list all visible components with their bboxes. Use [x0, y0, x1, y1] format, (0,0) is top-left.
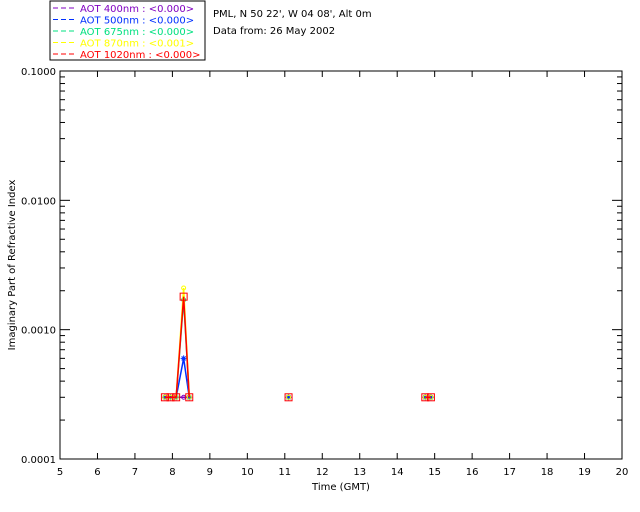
legend-label: AOT 1020nm : <0.000>: [80, 50, 200, 61]
series-3: [162, 285, 434, 400]
x-tick-label: 6: [94, 467, 100, 478]
data-point: [160, 393, 169, 402]
data-point: [181, 285, 187, 291]
x-tick-label: 9: [207, 467, 213, 478]
x-tick-label: 14: [391, 467, 404, 478]
data-point: [172, 393, 181, 402]
y-tick-label: 0.1000: [21, 67, 56, 78]
x-tick-label: 17: [503, 467, 516, 478]
data-point: [285, 394, 292, 401]
x-tick-label: 7: [132, 467, 138, 478]
x-axis-label: Time (GMT): [311, 482, 370, 493]
header-location: PML, N 50 22', W 04 08', Alt 0m: [213, 9, 372, 20]
data-point: [185, 393, 194, 402]
series-0: [162, 394, 434, 400]
x-tick-label: 18: [541, 467, 554, 478]
legend-label: AOT 400nm : <0.000>: [80, 4, 194, 15]
data-point: [180, 355, 187, 362]
x-tick-label: 12: [316, 467, 329, 478]
x-tick-label: 13: [353, 467, 366, 478]
y-tick-label: 0.0001: [21, 455, 56, 466]
x-tick-label: 8: [169, 467, 175, 478]
data-point: [426, 393, 435, 402]
series-2: [162, 297, 434, 400]
data-point: [421, 393, 430, 402]
x-tick-label: 15: [428, 467, 441, 478]
y-tick-label: 0.0100: [21, 196, 56, 207]
series-4: [160, 292, 435, 402]
x-tick-label: 5: [57, 467, 63, 478]
data-point: [284, 393, 293, 402]
legend-label: AOT 500nm : <0.000>: [80, 16, 194, 27]
data-point: [286, 394, 292, 400]
x-tick-label: 10: [241, 467, 254, 478]
y-tick-label: 0.0010: [21, 326, 56, 337]
y-axis-label: Imaginary Part of Refractive Index: [7, 180, 18, 351]
plot-area: [59, 70, 623, 460]
x-tick-label: 20: [616, 467, 629, 478]
data-point: [166, 393, 175, 402]
legend-box: [49, 0, 206, 61]
header-date: Data from: 26 May 2002: [213, 26, 335, 37]
legend-label: AOT 870nm : <0.001>: [80, 39, 194, 50]
legend-label: AOT 675nm : <0.000>: [80, 27, 194, 38]
x-tick-label: 16: [466, 467, 479, 478]
x-tick-label: 19: [578, 467, 591, 478]
data-point: [179, 292, 188, 301]
series-1: [161, 355, 434, 401]
x-tick-label: 11: [278, 467, 291, 478]
